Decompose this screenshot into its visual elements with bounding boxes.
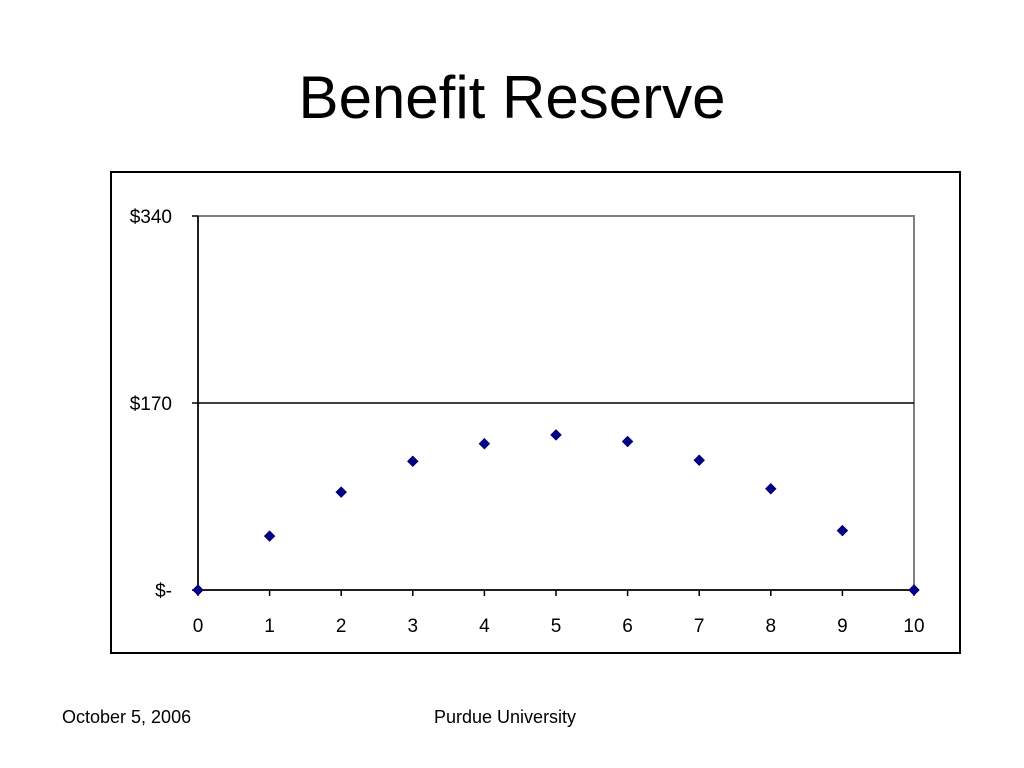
y-tick-label: $340 [130, 207, 172, 228]
data-point-1 [263, 530, 276, 542]
data-point-8 [764, 482, 777, 495]
x-tick-label: 5 [551, 616, 562, 637]
x-tick-label: 3 [408, 616, 419, 637]
x-tick-label: 6 [622, 616, 633, 637]
x-tick-label: 2 [336, 616, 347, 637]
data-point-5 [550, 429, 562, 441]
data-point-3 [406, 455, 419, 468]
y-tick-label: $170 [130, 394, 172, 415]
data-point-10 [908, 584, 920, 596]
data-point-0 [192, 584, 204, 596]
data-point-6 [621, 435, 634, 448]
y-tick-label: $- [155, 581, 172, 602]
x-tick-label: 9 [837, 616, 848, 637]
scatter-chart: $- $170 $340 0 1 2 3 4 5 6 7 8 9 10 [130, 207, 925, 637]
slide-title: Benefit Reserve [298, 64, 726, 131]
x-tick-label: 1 [264, 616, 275, 637]
data-point-9 [836, 524, 849, 537]
x-tick-label: 4 [479, 616, 490, 637]
x-tick-label: 8 [766, 616, 777, 637]
data-point-7 [693, 454, 706, 467]
x-tick-label: 0 [193, 616, 204, 637]
x-tick-label: 7 [694, 616, 705, 637]
data-point-2 [335, 486, 348, 498]
x-tick-label: 10 [903, 616, 924, 637]
chart-frame: $- $170 $340 0 1 2 3 4 5 6 7 8 9 10 [110, 171, 961, 654]
footer-organization: Purdue University [434, 707, 577, 727]
footer-date: October 5, 2006 [62, 707, 192, 727]
data-point-4 [478, 437, 491, 450]
